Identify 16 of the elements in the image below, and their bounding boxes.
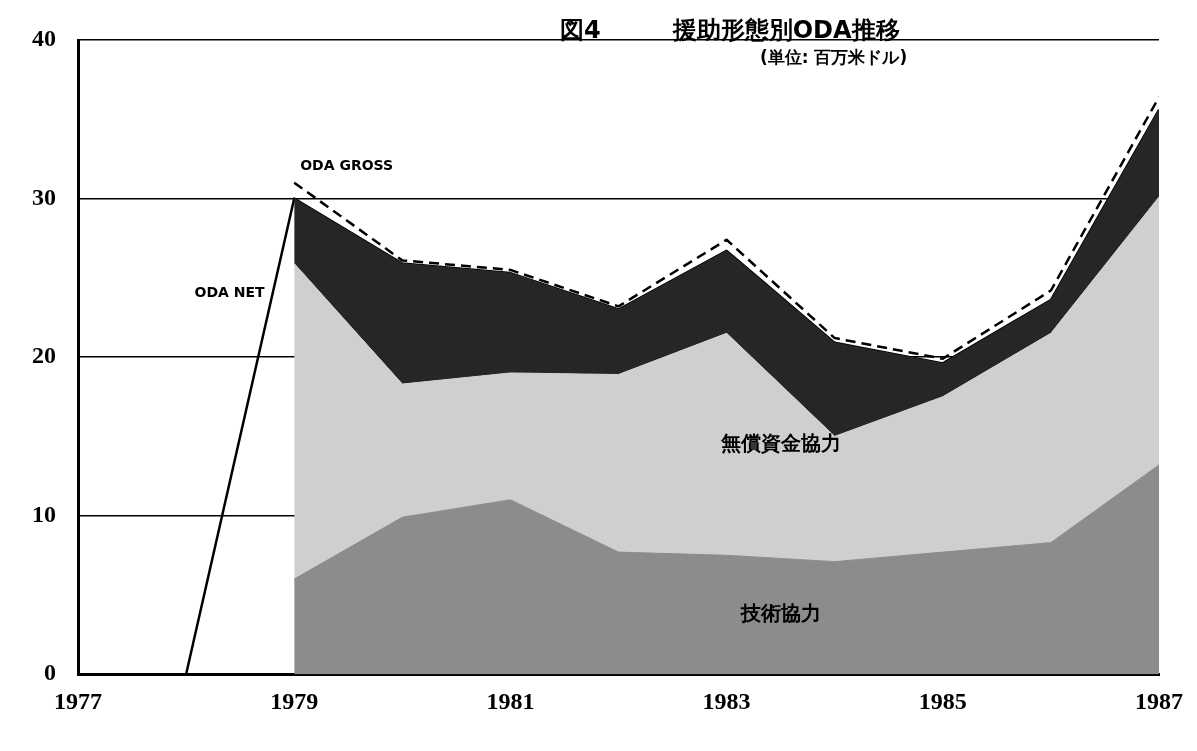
x-tick-label: 1983 xyxy=(702,687,751,714)
x-tick-label: 1979 xyxy=(270,687,319,714)
x-tick-label: 1987 xyxy=(1135,687,1183,714)
y-tick-label: 10 xyxy=(32,500,56,527)
y-tick-label: 0 xyxy=(44,659,56,686)
series-label: 技術協力 xyxy=(739,600,821,625)
x-tick-label: 1977 xyxy=(54,687,102,714)
series-label: 無償資金協力 xyxy=(719,430,841,455)
x-tick-label: 1985 xyxy=(918,687,967,714)
series-label: ODA GROSS xyxy=(300,157,394,174)
y-tick-label: 40 xyxy=(32,25,56,52)
x-tick-label: 1981 xyxy=(486,687,535,714)
y-tick-label: 30 xyxy=(32,183,56,210)
text: (単位: 百万米ドル) xyxy=(760,46,908,69)
y-tick-label: 20 xyxy=(32,342,56,369)
series-label: ODA NET xyxy=(194,284,266,301)
